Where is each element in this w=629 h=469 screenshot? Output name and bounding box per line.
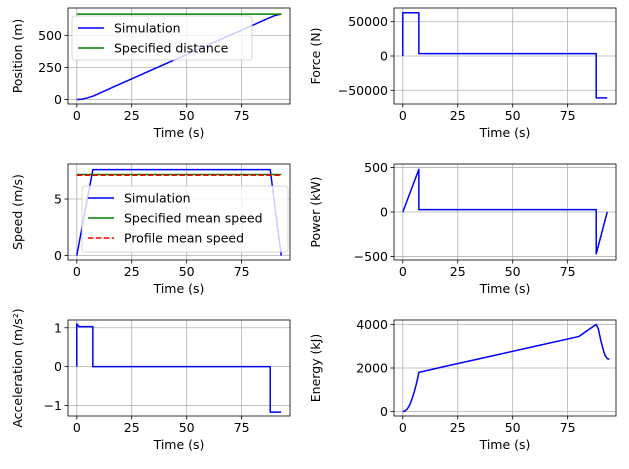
y-tick-label: 500 [38, 28, 62, 43]
x-axis-label: Time (s) [153, 437, 205, 452]
x-tick-label: 75 [234, 108, 250, 123]
x-tick-label: 0 [73, 108, 81, 123]
x-tick-label: 75 [234, 420, 250, 435]
legend-entry: Specified distance [114, 41, 229, 56]
y-axis-label: Energy (kJ) [308, 334, 323, 402]
y-tick-label: 250 [38, 60, 62, 75]
y-tick-label: 1 [54, 320, 62, 335]
y-axis-label: Position (m) [10, 19, 25, 94]
x-tick-label: 25 [450, 420, 466, 435]
subplot-6: 0 25 50 75 0 2000 4000 Time (s) Energy (kJ) [308, 317, 617, 452]
y-tick-label: 5 [54, 192, 62, 207]
x-tick-label: 50 [505, 420, 521, 435]
subplot-5: 0 25 50 75 −1 0 1 Time (s) Acceleration (m/s²) [10, 308, 291, 452]
x-tick-label: 50 [505, 108, 521, 123]
axes-frame [67, 163, 291, 261]
x-tick-label: 50 [179, 420, 195, 435]
y-axis-label: Acceleration (m/s²) [10, 308, 25, 427]
x-tick-label: 25 [124, 420, 140, 435]
y-axis-label: Speed (m/s) [10, 174, 25, 250]
series-line-1 [402, 323, 610, 413]
series-line-1 [402, 168, 608, 255]
y-tick-label: 0 [380, 404, 388, 419]
subplot-2: 0 25 50 75 −50000 0 50000 Time (s) Force (N) [308, 7, 617, 140]
x-tick-label: 0 [399, 108, 407, 123]
y-tick-label: 4000 [356, 317, 388, 332]
legend-entry: Profile mean speed [124, 231, 244, 246]
x-tick-label: 25 [450, 108, 466, 123]
x-tick-label: 75 [560, 264, 576, 279]
y-tick-label: 0 [380, 49, 388, 64]
x-tick-label: 25 [124, 108, 140, 123]
subplot-4: 0 25 50 75 −500 0 500 Time (s) Power (kW) [308, 160, 617, 296]
y-tick-label: −50000 [338, 83, 388, 98]
x-axis-label: Time (s) [153, 125, 205, 140]
legend-entry: Simulation [114, 21, 181, 36]
y-tick-label: −1 [44, 398, 62, 413]
x-axis-label: Time (s) [479, 281, 531, 296]
x-axis-label: Time (s) [153, 281, 205, 296]
series-line-1 [402, 12, 608, 99]
y-tick-label: 2000 [356, 361, 388, 376]
y-tick-label: 0 [380, 205, 388, 220]
y-tick-label: −500 [354, 249, 388, 264]
legend: Simulation Specified distance [71, 15, 253, 61]
legend-entry: Simulation [124, 191, 191, 206]
y-tick-label: 0 [54, 359, 62, 374]
x-tick-label: 25 [450, 264, 466, 279]
legend-entry: Specified mean speed [124, 211, 263, 226]
x-tick-label: 75 [560, 420, 576, 435]
y-axis-label: Power (kW) [308, 176, 323, 247]
x-tick-label: 0 [399, 264, 407, 279]
x-axis-label: Time (s) [479, 125, 531, 140]
y-tick-label: 0 [54, 248, 62, 263]
x-tick-label: 25 [124, 264, 140, 279]
x-tick-label: 75 [234, 264, 250, 279]
x-axis-label: Time (s) [479, 437, 531, 452]
x-tick-label: 50 [179, 108, 195, 123]
legend-frame [81, 185, 289, 253]
y-tick-label: 50000 [348, 14, 388, 29]
subplot-1: 0 25 50 75 0 250 500 Time (s) Position (m) Simula… [10, 7, 291, 140]
y-axis-label: Force (N) [308, 28, 323, 85]
series-line-1 [76, 323, 282, 413]
axes-frame [67, 319, 291, 417]
x-tick-label: 0 [73, 264, 81, 279]
legend: Simulation Specified mean speed Profile me… [81, 185, 289, 253]
x-tick-label: 50 [505, 264, 521, 279]
x-tick-label: 75 [560, 108, 576, 123]
subplot-3: 0 25 50 75 0 5 Time (s) Speed (m/s) Simulation Sp… [10, 163, 291, 296]
y-tick-label: 0 [54, 92, 62, 107]
axes-frame [67, 7, 291, 105]
legend-frame [71, 15, 253, 61]
series-line-simulation [76, 13, 282, 101]
x-tick-label: 0 [73, 420, 81, 435]
x-tick-label: 0 [399, 420, 407, 435]
y-tick-label: 500 [364, 160, 388, 175]
x-tick-label: 50 [179, 264, 195, 279]
